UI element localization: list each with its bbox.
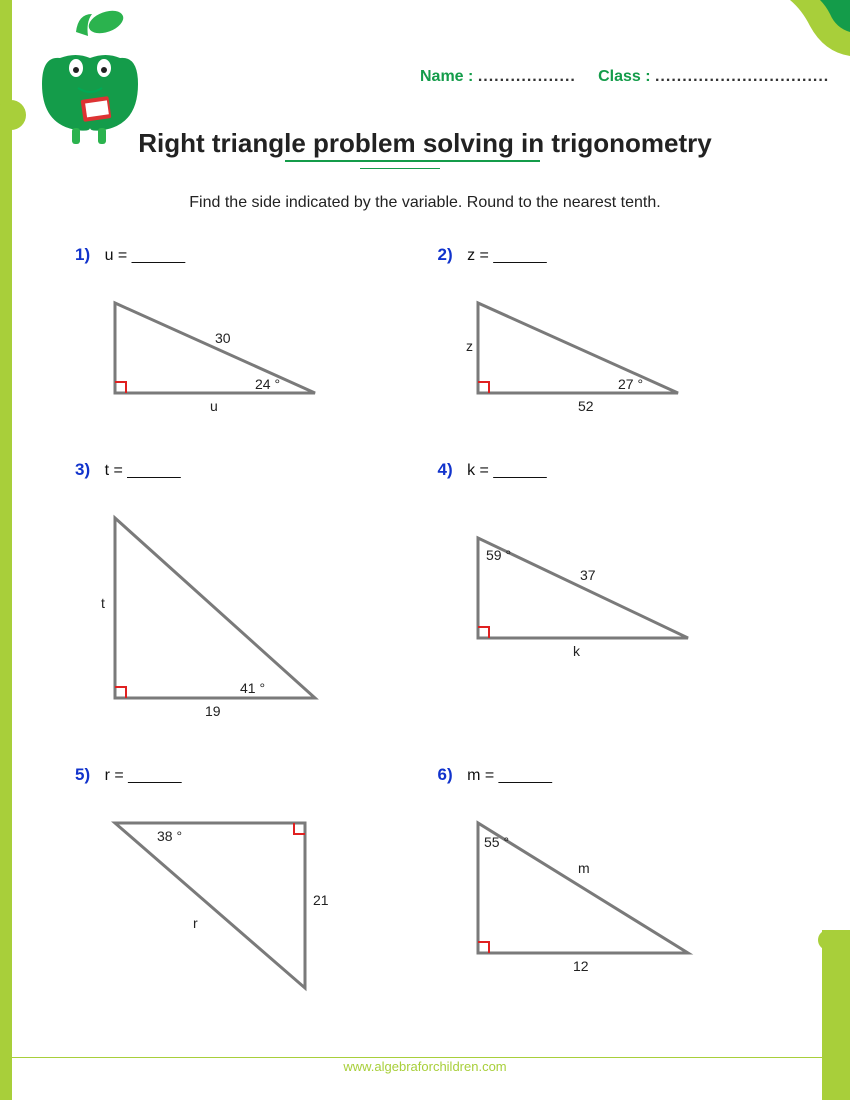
svg-text:k: k — [573, 643, 581, 659]
footer-line — [12, 1057, 822, 1058]
problem-number: 3) — [75, 460, 90, 479]
class-label: Class : — [598, 68, 650, 85]
svg-text:12: 12 — [573, 958, 589, 974]
svg-text:z: z — [466, 338, 473, 354]
instructions-text: Find the side indicated by the variable.… — [0, 194, 850, 212]
triangle-4: 59 ° 37 k — [468, 508, 801, 673]
problem-prompt: z = ______ — [467, 247, 547, 264]
problem-number: 5) — [75, 765, 90, 784]
problem-number: 1) — [75, 245, 90, 264]
problem-prompt: t = ______ — [105, 462, 181, 479]
svg-text:38 °: 38 ° — [157, 828, 182, 844]
problem-1: 1) u = ______ 30 24 ° u — [75, 245, 438, 450]
triangle-6: 55 ° m 12 — [468, 813, 801, 988]
svg-text:m: m — [578, 860, 590, 876]
svg-text:55 °: 55 ° — [484, 834, 509, 850]
problems-grid: 1) u = ______ 30 24 ° u 2) z = ______ z 27 … — [75, 245, 800, 1030]
page-title: Right triangle problem solving in trigon… — [0, 128, 850, 159]
problem-4: 4) k = ______ 59 ° 37 k — [438, 460, 801, 755]
name-label: Name : — [420, 68, 473, 85]
svg-text:19: 19 — [205, 703, 221, 719]
title-underline — [285, 160, 540, 162]
corner-leaf-icon — [790, 0, 850, 60]
header-fields: Name : .................. Class : ......… — [420, 68, 829, 86]
problem-prompt: m = ______ — [467, 767, 552, 784]
class-dots[interactable]: ................................ — [655, 68, 829, 85]
footer-text: www.algebraforchildren.com — [0, 1059, 850, 1074]
left-edge-bar — [0, 0, 12, 1100]
problem-number: 2) — [438, 245, 453, 264]
problem-number: 4) — [438, 460, 453, 479]
problem-prompt: r = ______ — [105, 767, 182, 784]
svg-text:t: t — [101, 595, 105, 611]
svg-text:21: 21 — [313, 892, 329, 908]
problem-prompt: u = ______ — [105, 247, 186, 264]
problem-5: 5) r = ______ 38 ° 21 r — [75, 765, 438, 1020]
triangle-1: 30 24 ° u — [105, 293, 438, 428]
problem-prompt: k = ______ — [467, 462, 547, 479]
title-underline-2 — [360, 168, 440, 169]
svg-text:37: 37 — [580, 567, 596, 583]
svg-text:59 °: 59 ° — [486, 547, 511, 563]
bottom-right-circle — [818, 930, 838, 950]
svg-text:52: 52 — [578, 398, 594, 414]
svg-text:30: 30 — [215, 330, 231, 346]
problem-2: 2) z = ______ z 27 ° 52 — [438, 245, 801, 450]
svg-text:r: r — [193, 915, 198, 931]
svg-text:24 °: 24 ° — [255, 376, 280, 392]
triangle-2: z 27 ° 52 — [468, 293, 801, 428]
bottom-right-block — [822, 930, 850, 1100]
name-dots[interactable]: .................. — [478, 68, 576, 85]
problem-number: 6) — [438, 765, 453, 784]
svg-text:u: u — [210, 398, 218, 414]
problem-3: 3) t = ______ t 41 ° 19 — [75, 460, 438, 755]
triangle-3: t41 °19 — [105, 508, 438, 733]
apple-mascot-icon — [30, 8, 150, 148]
triangle-5: 38 ° 21 r — [105, 813, 438, 1013]
problem-6: 6) m = ______ 55 ° m 12 — [438, 765, 801, 1020]
svg-text:41 °: 41 ° — [240, 680, 265, 696]
svg-text:27 °: 27 ° — [618, 376, 643, 392]
top-left-circle — [0, 100, 26, 130]
